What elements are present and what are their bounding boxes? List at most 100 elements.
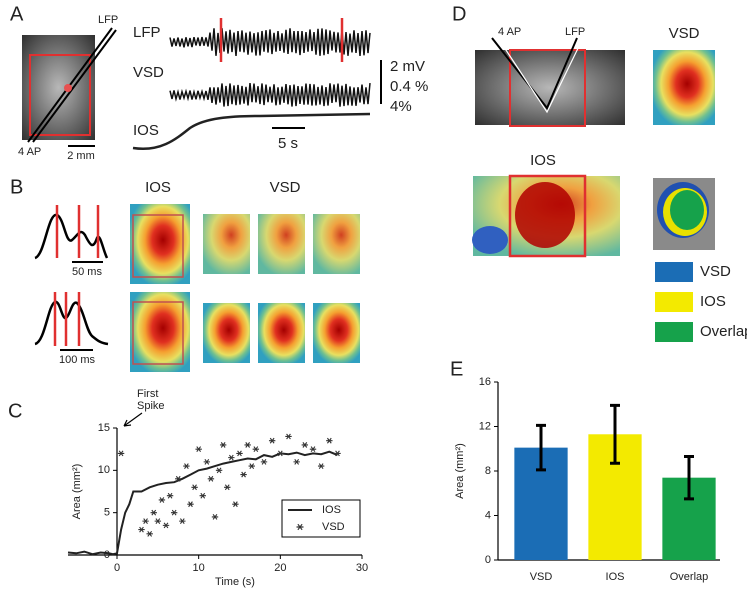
brain-image — [475, 50, 625, 125]
x-tick-label: 20 — [274, 562, 286, 574]
y-tick-label: 5 — [104, 507, 110, 519]
heatmap — [313, 214, 360, 274]
vsd-point — [228, 454, 235, 461]
vsd-point — [268, 437, 276, 444]
vsd-point — [158, 497, 166, 503]
trace-label: IOS — [133, 122, 159, 139]
lfp-trace — [169, 28, 371, 56]
vsd-point — [232, 501, 239, 508]
x-tick-label: 10 — [193, 562, 205, 574]
roi-box — [509, 49, 586, 127]
electrode — [32, 29, 117, 143]
column-title: IOS — [145, 179, 171, 196]
error-bar — [610, 403, 620, 465]
vsd-point — [301, 442, 309, 448]
electrode-label: LFP — [565, 26, 585, 38]
heatmap — [258, 214, 305, 274]
legend-label: Overlap — [700, 323, 747, 340]
panel-label: E — [450, 358, 463, 380]
legend-swatch — [655, 292, 693, 312]
vsd-point — [183, 463, 190, 469]
vsd-point — [240, 471, 247, 478]
waveform — [34, 213, 109, 260]
y-tick-label: 16 — [479, 376, 491, 388]
vsd-point — [162, 522, 170, 529]
vsd-point — [211, 514, 219, 520]
vsd-point — [142, 518, 149, 525]
scale-label: 5 s — [278, 135, 298, 152]
overlap-region — [670, 190, 704, 230]
electrode-label: LFP — [98, 14, 118, 26]
heatmap — [130, 292, 190, 372]
vsd-point — [117, 450, 125, 457]
heat-region — [472, 226, 508, 254]
legend-swatch — [655, 322, 693, 342]
panel-label: A — [10, 3, 24, 25]
y-tick-label: 12 — [479, 420, 491, 432]
vsd-point — [252, 446, 260, 453]
vsd-point — [248, 463, 255, 469]
focus — [64, 84, 72, 92]
y-tick-label: 10 — [98, 464, 110, 476]
vsd-point — [224, 484, 231, 491]
x-tick-label: IOS — [606, 571, 625, 583]
legend-label: VSD — [700, 263, 731, 280]
scale-label: 50 ms — [72, 266, 102, 278]
legend-box — [281, 499, 361, 538]
ios-line — [67, 450, 338, 556]
heatmap — [203, 214, 250, 274]
y-tick-label: 8 — [485, 465, 491, 477]
error-bar — [536, 423, 546, 472]
image-title: IOS — [530, 152, 556, 169]
vsd-point — [154, 518, 162, 525]
y-tick-label: 15 — [98, 422, 110, 434]
vsd-point — [146, 530, 153, 537]
y-tick-label: 0 — [104, 549, 110, 561]
vsd-point — [309, 446, 317, 453]
x-tick-label: 30 — [356, 562, 368, 574]
vsd-point — [170, 509, 178, 516]
vsd-point — [179, 518, 186, 525]
vsd-trace — [169, 83, 371, 107]
heatmap — [130, 204, 190, 284]
x-axis-label: Time (s) — [215, 576, 255, 588]
image-title: VSD — [669, 25, 700, 42]
electrode — [491, 37, 578, 110]
legend-swatch — [655, 262, 693, 282]
vsd-point — [219, 442, 227, 448]
trace-label: VSD — [133, 64, 164, 81]
vsd-point — [317, 463, 325, 469]
vsd-point — [260, 458, 268, 465]
annotation: First — [137, 388, 158, 400]
vsd-point — [138, 526, 145, 533]
x-tick-label: VSD — [530, 571, 553, 583]
vsd-point — [285, 433, 292, 440]
vsd-point — [199, 492, 206, 499]
vsd-point — [215, 467, 223, 474]
waveform — [34, 300, 109, 346]
vsd-point — [203, 458, 211, 465]
vsd-point — [293, 458, 300, 465]
vsd-point — [326, 437, 333, 444]
roi-box — [132, 214, 184, 278]
scale-label: 0.4 % — [390, 78, 428, 95]
vsd-point — [244, 442, 251, 448]
heatmap — [203, 303, 250, 363]
y-axis-label: Area (mm²) — [71, 464, 83, 520]
annotation: Spike — [137, 400, 165, 412]
brain-image — [22, 35, 95, 140]
vsd-point — [334, 450, 341, 457]
scale-label: 2 mV — [390, 58, 425, 75]
electrode-label: 4 AP — [498, 26, 521, 38]
vsd-point — [150, 509, 157, 516]
vsd-point — [166, 492, 174, 499]
panel-label: B — [10, 176, 23, 198]
roi-box — [132, 301, 184, 365]
ios-trace — [132, 112, 371, 151]
panel-label: C — [8, 400, 22, 422]
roi-box — [29, 54, 91, 136]
vsd-point — [277, 450, 284, 457]
column-title: VSD — [270, 179, 301, 196]
vsd-point — [195, 446, 202, 453]
